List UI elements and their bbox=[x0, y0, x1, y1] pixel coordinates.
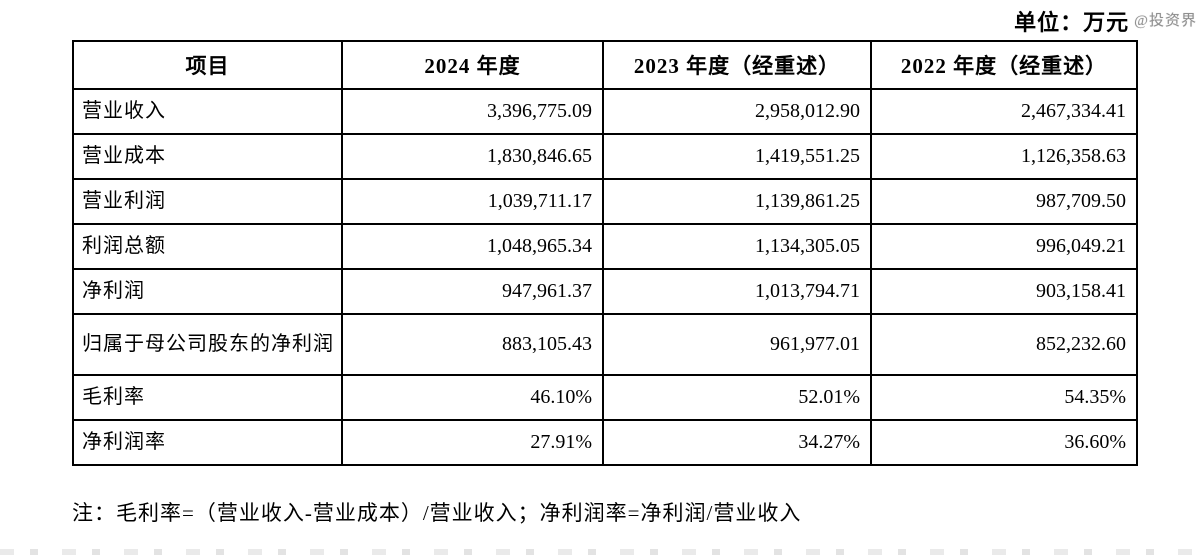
table-row: 营业收入 3,396,775.09 2,958,012.90 2,467,334… bbox=[72, 88, 1138, 135]
cell-value: 883,105.43 bbox=[341, 313, 604, 376]
column-header-2023: 2023 年度（经重述） bbox=[602, 40, 872, 90]
row-label: 营业成本 bbox=[72, 133, 343, 180]
column-header-item: 项目 bbox=[72, 40, 343, 90]
row-label: 毛利率 bbox=[72, 374, 343, 421]
cell-value: 1,830,846.65 bbox=[341, 133, 604, 180]
cell-value: 3,396,775.09 bbox=[341, 88, 604, 135]
financial-table: 项目 2024 年度 2023 年度（经重述） 2022 年度（经重述） 营业收… bbox=[72, 40, 1138, 466]
cell-value: 2,958,012.90 bbox=[602, 88, 872, 135]
cell-value: 54.35% bbox=[870, 374, 1138, 421]
cell-value: 852,232.60 bbox=[870, 313, 1138, 376]
cell-value: 52.01% bbox=[602, 374, 872, 421]
table-row: 营业成本 1,830,846.65 1,419,551.25 1,126,358… bbox=[72, 133, 1138, 180]
cell-value: 36.60% bbox=[870, 419, 1138, 466]
row-label: 利润总额 bbox=[72, 223, 343, 270]
top-right-line: 单位：万元 @投资界 bbox=[1014, 5, 1197, 37]
footnote: 注：毛利率=（营业收入-营业成本）/营业收入；净利润率=净利润/营业收入 bbox=[72, 501, 802, 525]
cell-value: 46.10% bbox=[341, 374, 604, 421]
cell-value: 1,013,794.71 bbox=[602, 268, 872, 315]
table-row: 归属于母公司股东的净利润 883,105.43 961,977.01 852,2… bbox=[72, 313, 1138, 376]
cell-value: 996,049.21 bbox=[870, 223, 1138, 270]
cell-value: 34.27% bbox=[602, 419, 872, 466]
row-label: 净利润率 bbox=[72, 419, 343, 466]
watermark: @投资界 bbox=[1134, 13, 1197, 29]
row-label: 归属于母公司股东的净利润 bbox=[72, 313, 343, 376]
cell-value: 2,467,334.41 bbox=[870, 88, 1138, 135]
table-row: 净利润率 27.91% 34.27% 36.60% bbox=[72, 419, 1138, 466]
row-label: 净利润 bbox=[72, 268, 343, 315]
cell-value: 903,158.41 bbox=[870, 268, 1138, 315]
row-label: 营业利润 bbox=[72, 178, 343, 225]
cell-value: 1,039,711.17 bbox=[341, 178, 604, 225]
column-header-2024: 2024 年度 bbox=[341, 40, 604, 90]
cell-value: 1,419,551.25 bbox=[602, 133, 872, 180]
cell-value: 1,134,305.05 bbox=[602, 223, 872, 270]
cell-value: 961,977.01 bbox=[602, 313, 872, 376]
table-row: 毛利率 46.10% 52.01% 54.35% bbox=[72, 374, 1138, 421]
cell-value: 27.91% bbox=[341, 419, 604, 466]
cutoff-text-line bbox=[0, 549, 1200, 555]
cell-value: 1,139,861.25 bbox=[602, 178, 872, 225]
cell-value: 947,961.37 bbox=[341, 268, 604, 315]
table-row: 净利润 947,961.37 1,013,794.71 903,158.41 bbox=[72, 268, 1138, 315]
unit-label: 单位：万元 bbox=[1014, 10, 1130, 35]
table-row: 营业利润 1,039,711.17 1,139,861.25 987,709.5… bbox=[72, 178, 1138, 225]
cell-value: 1,126,358.63 bbox=[870, 133, 1138, 180]
table-row: 利润总额 1,048,965.34 1,134,305.05 996,049.2… bbox=[72, 223, 1138, 270]
cell-value: 987,709.50 bbox=[870, 178, 1138, 225]
header-row: 项目 2024 年度 2023 年度（经重述） 2022 年度（经重述） bbox=[72, 40, 1138, 90]
row-label: 营业收入 bbox=[72, 88, 343, 135]
cell-value: 1,048,965.34 bbox=[341, 223, 604, 270]
column-header-2022: 2022 年度（经重述） bbox=[870, 40, 1138, 90]
